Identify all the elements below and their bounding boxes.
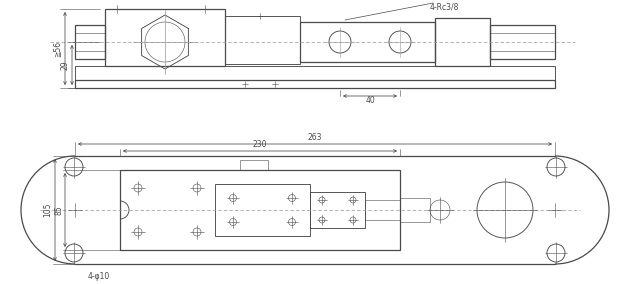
Bar (400, 198, 430, 222)
Text: 40: 40 (365, 96, 375, 105)
Bar (435, 18, 490, 66)
Bar (120, 170, 400, 250)
Text: 4-Rc3/8: 4-Rc3/8 (430, 2, 459, 11)
Bar (365, 200, 400, 220)
Text: 230: 230 (253, 140, 267, 149)
Text: 263: 263 (308, 133, 322, 142)
Bar (490, 25, 555, 59)
Bar (75, 80, 555, 88)
Bar (240, 160, 268, 170)
Bar (225, 16, 300, 64)
Bar (105, 9, 225, 66)
Text: 105: 105 (43, 203, 52, 217)
Bar (75, 66, 555, 80)
Bar (75, 25, 105, 59)
Bar (310, 192, 365, 228)
Bar (300, 22, 435, 62)
Text: 85: 85 (54, 205, 63, 215)
Bar (215, 184, 310, 236)
Text: 4-φ10: 4-φ10 (88, 272, 110, 281)
Text: ≧56: ≧56 (52, 40, 61, 57)
Text: 29: 29 (60, 60, 69, 70)
